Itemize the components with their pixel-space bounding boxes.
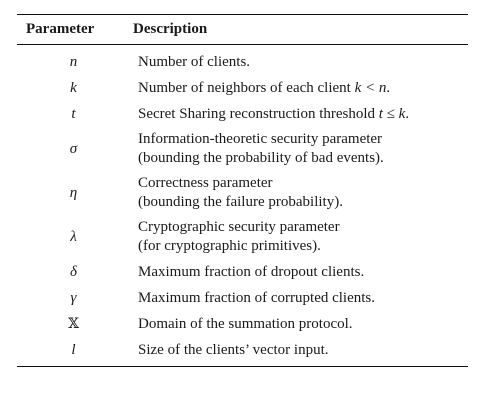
description-line: Cryptographic security parameter (138, 219, 340, 235)
parameter-table: Parameter Description n Number of client… (17, 14, 468, 367)
table-row: λ Cryptographic security parameter (for c… (17, 215, 468, 259)
inline-math: t ≤ k (378, 105, 406, 122)
table-body: n Number of clients. k Number of neighbo… (17, 45, 468, 367)
parameter-description: Number of clients. (138, 53, 251, 70)
parameter-symbol: n (69, 53, 78, 70)
description-line: Information-theoretic security parameter (138, 131, 383, 147)
description-line: (for cryptographic primitives). (138, 238, 321, 254)
description-line: (bounding the probability of bad events)… (138, 150, 384, 166)
parameter-description: Number of neighbors of each client k < n… (133, 75, 468, 101)
table-header: Parameter Description (17, 14, 468, 45)
parameter-symbol: η (69, 184, 78, 201)
table-row: η Correctness parameter (bounding the fai… (17, 171, 468, 215)
description-text: . (405, 105, 410, 122)
parameter-symbol: δ (70, 263, 77, 280)
table-row: δ Maximum fraction of dropout clients. (17, 259, 468, 285)
header-row: Parameter Description (17, 14, 468, 45)
parameter-description: Secret Sharing reconstruction threshold … (133, 101, 468, 127)
description-text: Number of neighbors of each client (138, 79, 355, 96)
parameter-description: Size of the clients’ vector input. (138, 341, 329, 358)
table-row: l Size of the clients’ vector input. (17, 337, 468, 367)
header-description: Description (133, 21, 208, 37)
table-row: γ Maximum fraction of corrupted clients. (17, 285, 468, 311)
table-row: σ Information-theoretic security paramet… (17, 127, 468, 171)
parameter-description: Domain of the summation protocol. (138, 315, 353, 332)
description-line: (bounding the failure probability). (138, 194, 343, 210)
parameter-table-container: Parameter Description n Number of client… (17, 14, 468, 367)
parameter-symbol: γ (70, 289, 77, 306)
table-row: t Secret Sharing reconstruction threshol… (17, 101, 468, 127)
parameter-description: Maximum fraction of dropout clients. (138, 263, 365, 280)
parameter-symbol: t (71, 105, 76, 122)
parameter-symbol: k (70, 79, 77, 96)
inline-math: k < n (354, 79, 387, 96)
parameter-symbol: σ (69, 140, 78, 157)
parameter-description: Information-theoretic security parameter… (133, 127, 468, 171)
description-text: . (386, 79, 391, 96)
table-row: n Number of clients. (17, 45, 468, 76)
header-parameter: Parameter (26, 21, 95, 37)
parameter-symbol: l (71, 341, 76, 358)
parameter-description: Correctness parameter (bounding the failu… (133, 171, 468, 215)
description-line: Correctness parameter (138, 175, 273, 191)
parameter-symbol: λ (70, 228, 77, 245)
parameter-description: Maximum fraction of corrupted clients. (138, 289, 376, 306)
parameter-symbol: 𝕏 (68, 315, 79, 332)
parameter-description: Cryptographic security parameter (for cry… (133, 215, 468, 259)
table-row: k Number of neighbors of each client k <… (17, 75, 468, 101)
description-text: Secret Sharing reconstruction threshold (138, 105, 379, 122)
table-row: 𝕏 Domain of the summation protocol. (17, 311, 468, 337)
